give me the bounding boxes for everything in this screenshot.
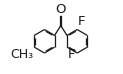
- Text: F: F: [78, 15, 85, 28]
- Text: F: F: [68, 48, 75, 61]
- Text: CH₃: CH₃: [10, 48, 33, 61]
- Text: O: O: [56, 3, 66, 16]
